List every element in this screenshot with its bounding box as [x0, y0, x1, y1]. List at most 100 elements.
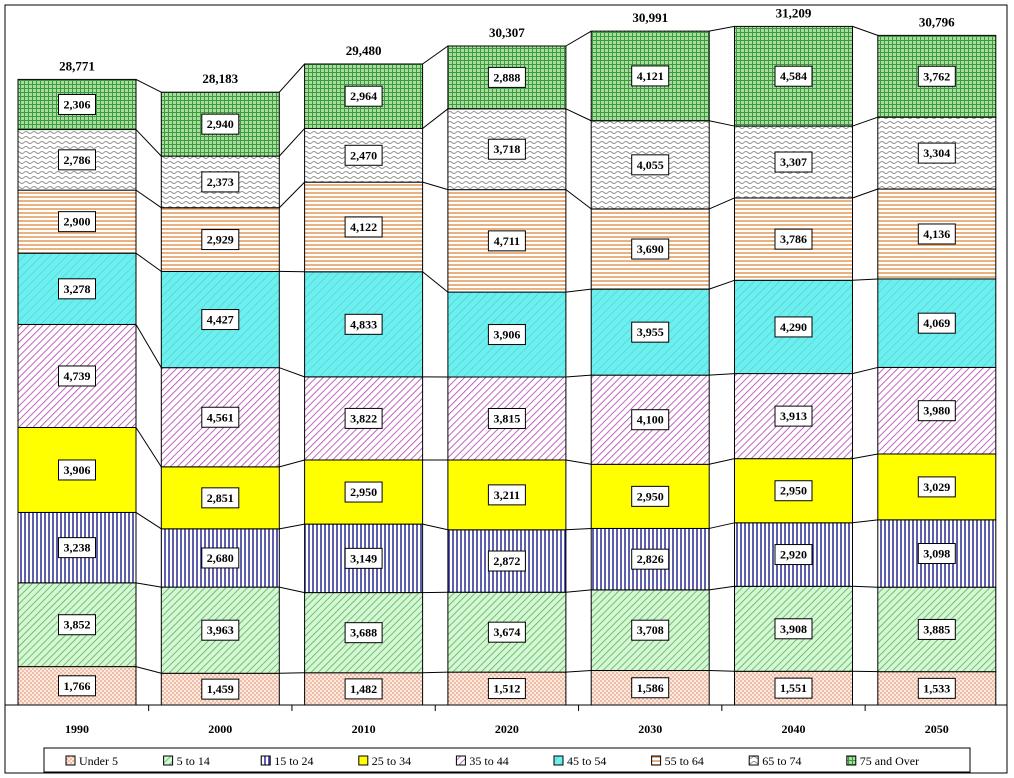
connector-line — [565, 459, 592, 465]
data-label-5-to-14-1990: 3,852 — [64, 618, 91, 632]
connector-line — [852, 519, 878, 524]
data-label-5-to-14-2000: 3,963 — [207, 623, 234, 637]
data-label-35-to-44-2030: 4,100 — [637, 413, 664, 427]
data-label-25-to-34-2010: 2,950 — [350, 485, 377, 499]
data-label-35-to-44-2050: 3,980 — [923, 404, 950, 418]
data-label-25-to-34-2050: 3,029 — [923, 480, 950, 494]
data-label-45-to-54-1990: 3,278 — [64, 282, 91, 296]
data-label-5-to-14-2030: 3,708 — [637, 623, 664, 637]
data-label-box — [344, 85, 383, 107]
data-label-65-to-74-2050: 3,304 — [923, 146, 950, 160]
data-label-box — [344, 216, 383, 238]
data-label-box — [201, 171, 240, 193]
connector-line — [709, 458, 735, 465]
data-label-35-to-44-2040: 3,913 — [780, 409, 807, 423]
connector-line — [422, 108, 449, 129]
data-label-box — [201, 229, 240, 251]
legend-label-15-to-24: 15 to 24 — [274, 754, 313, 768]
legend-box — [43, 747, 971, 773]
connector-line — [565, 670, 592, 673]
data-label-box — [631, 238, 670, 260]
data-label-box — [201, 547, 240, 569]
data-label-75-and-over-2020: 2,888 — [493, 70, 520, 84]
data-label-box — [774, 544, 813, 566]
data-label-box — [774, 405, 813, 427]
data-label-45-to-54-2000: 4,427 — [207, 313, 234, 327]
connector-line — [852, 116, 878, 127]
legend-label-65-to-74: 65 to 74 — [762, 754, 801, 768]
data-label-25-to-34-2030: 2,950 — [637, 489, 664, 503]
x-tick-label-2020: 2020 — [495, 722, 519, 736]
data-label-box — [774, 65, 813, 87]
legend-swatch-25-to-34 — [358, 755, 369, 766]
bar-35-to-44-2050 — [877, 366, 997, 455]
data-label-box — [774, 677, 813, 699]
data-label-15-to-24-2050: 3,098 — [923, 547, 950, 561]
data-label-box — [487, 66, 526, 88]
bar-75-and-over-2020 — [447, 45, 567, 110]
data-label-box — [631, 409, 670, 431]
data-label-15-to-24-1990: 3,238 — [64, 541, 91, 555]
connector-line — [565, 189, 592, 210]
data-label-under-5-2020: 1,512 — [493, 682, 520, 696]
connector-line — [709, 197, 735, 210]
data-label-25-to-34-2020: 3,211 — [494, 488, 520, 502]
data-label-box — [344, 481, 383, 503]
x-tick-label-2040: 2040 — [782, 722, 806, 736]
data-label-35-to-44-2010: 3,822 — [350, 411, 377, 425]
data-label-45-to-54-2020: 3,906 — [493, 328, 520, 342]
legend-swatch-65-to-74 — [748, 755, 759, 766]
data-label-box — [917, 65, 956, 87]
connector-line — [565, 374, 592, 378]
connector-line — [279, 459, 305, 468]
data-label-75-and-over-1990: 2,306 — [64, 97, 91, 111]
data-label-65-to-74-2040: 3,307 — [780, 155, 807, 169]
data-label-box — [917, 312, 956, 334]
data-label-55-to-64-2000: 2,929 — [207, 233, 234, 247]
connector-line — [135, 582, 162, 588]
data-label-45-to-54-2010: 4,833 — [350, 317, 377, 331]
total-label-2000: 28,183 — [202, 71, 238, 86]
data-label-box — [917, 476, 956, 498]
legend-label-5-to-14: 5 to 14 — [177, 754, 210, 768]
data-label-15-to-24-2000: 2,680 — [207, 551, 234, 565]
connector-line — [422, 523, 449, 531]
data-label-75-and-over-2010: 2,964 — [350, 89, 377, 103]
data-label-box — [917, 400, 956, 422]
data-label-55-to-64-2030: 3,690 — [637, 242, 664, 256]
data-label-box — [487, 324, 526, 346]
legend-label-under-5: Under 5 — [79, 754, 118, 768]
connector-line — [565, 589, 592, 593]
connector-line — [422, 181, 449, 191]
data-label-box — [344, 547, 383, 569]
legend-label-75-and-over: 75 and Over — [860, 754, 919, 768]
data-label-15-to-24-2040: 2,920 — [780, 548, 807, 562]
x-tick-label-2030: 2030 — [638, 722, 662, 736]
connector-line — [852, 278, 878, 281]
connector-line — [278, 63, 305, 93]
data-label-box — [917, 618, 956, 640]
legend-label-35-to-44: 35 to 44 — [469, 754, 508, 768]
data-label-75-and-over-2030: 4,121 — [637, 69, 664, 83]
legend-swatch-55-to-64 — [651, 755, 662, 766]
x-tick-label-2000: 2000 — [208, 722, 232, 736]
labels-group: 1,766 3,852 3,238 3,906 4,739 3,278 2,900 2,786… — [58, 5, 956, 700]
data-label-box — [917, 677, 956, 699]
data-label-15-to-24-2010: 3,149 — [350, 551, 377, 565]
data-label-75-and-over-2000: 2,940 — [207, 117, 234, 131]
data-label-box — [487, 621, 526, 643]
data-label-under-5-2000: 1,459 — [207, 682, 234, 696]
data-label-box — [58, 675, 96, 697]
data-label-box — [631, 548, 670, 570]
data-label-box — [774, 228, 813, 250]
data-label-box — [774, 480, 813, 502]
connector-line — [852, 453, 878, 460]
connector-line — [422, 271, 449, 293]
connector-line — [279, 586, 305, 594]
data-label-35-to-44-1990: 4,739 — [64, 369, 91, 383]
legend-label-45-to-54: 45 to 54 — [567, 754, 606, 768]
data-label-5-to-14-2020: 3,674 — [493, 625, 520, 639]
legend-swatch-under-5 — [65, 755, 76, 766]
data-label-35-to-44-2020: 3,815 — [493, 411, 520, 425]
